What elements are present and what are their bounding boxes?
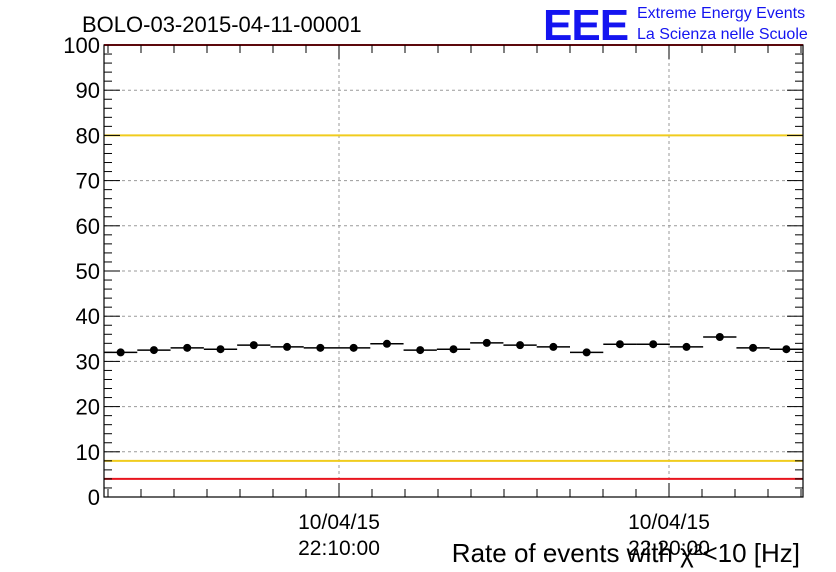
x-axis-label: Rate of events with χ²<10 [Hz] [452, 538, 800, 568]
y-tick-label: 60 [76, 214, 100, 239]
data-point [749, 343, 758, 352]
logo-letters: EEE [543, 1, 628, 50]
data-series [104, 332, 803, 357]
y-tick-label: 50 [76, 259, 100, 284]
data-point [582, 348, 591, 357]
data-point [416, 346, 425, 355]
y-tick-label: 70 [76, 169, 100, 194]
y-tick-label: 10 [76, 440, 100, 465]
data-point [216, 345, 225, 354]
data-point [249, 341, 258, 350]
grid [104, 45, 803, 497]
data-point [649, 340, 658, 349]
data-point [116, 348, 125, 357]
data-point [183, 343, 192, 352]
data-point [715, 332, 724, 341]
x-axis: 10/04/15 22:10:00 10/04/15 22:20:00 [107, 45, 802, 560]
data-point [449, 345, 458, 354]
data-point [283, 342, 292, 351]
data-point [482, 338, 491, 347]
data-point [782, 345, 791, 354]
y-tick-label: 40 [76, 304, 100, 329]
y-tick-label: 30 [76, 349, 100, 374]
x-tick-date-label: 10/04/15 [628, 511, 710, 534]
data-point [682, 342, 691, 351]
x-tick-time-label: 22:20:00 [628, 537, 710, 560]
data-point [349, 343, 358, 352]
y-tick-label: 90 [76, 78, 100, 103]
data-point [316, 343, 325, 352]
data-point [516, 341, 525, 350]
x-tick-time-label: 22:10:00 [298, 537, 380, 560]
reference-lines [104, 44, 803, 480]
y-tick-label: 20 [76, 395, 100, 420]
x-tick-date-label: 10/04/15 [298, 511, 380, 534]
data-point [382, 339, 391, 348]
y-tick-label: 100 [63, 33, 100, 58]
data-point [615, 340, 624, 349]
chart-title: BOLO-03-2015-04-11-00001 [82, 12, 362, 37]
y-tick-label: 0 [88, 485, 100, 510]
logo-line-1: Extreme Energy Events [637, 5, 805, 22]
logo-line-2: La Scienza nelle Scuole [637, 26, 808, 43]
eee-logo: EEE Extreme Energy Events La Scienza nel… [543, 1, 808, 50]
y-tick-label: 80 [76, 123, 100, 148]
data-point [149, 346, 158, 355]
data-point [549, 342, 558, 351]
y-axis: 0 10 20 30 40 50 60 70 80 90 100 [63, 33, 803, 510]
